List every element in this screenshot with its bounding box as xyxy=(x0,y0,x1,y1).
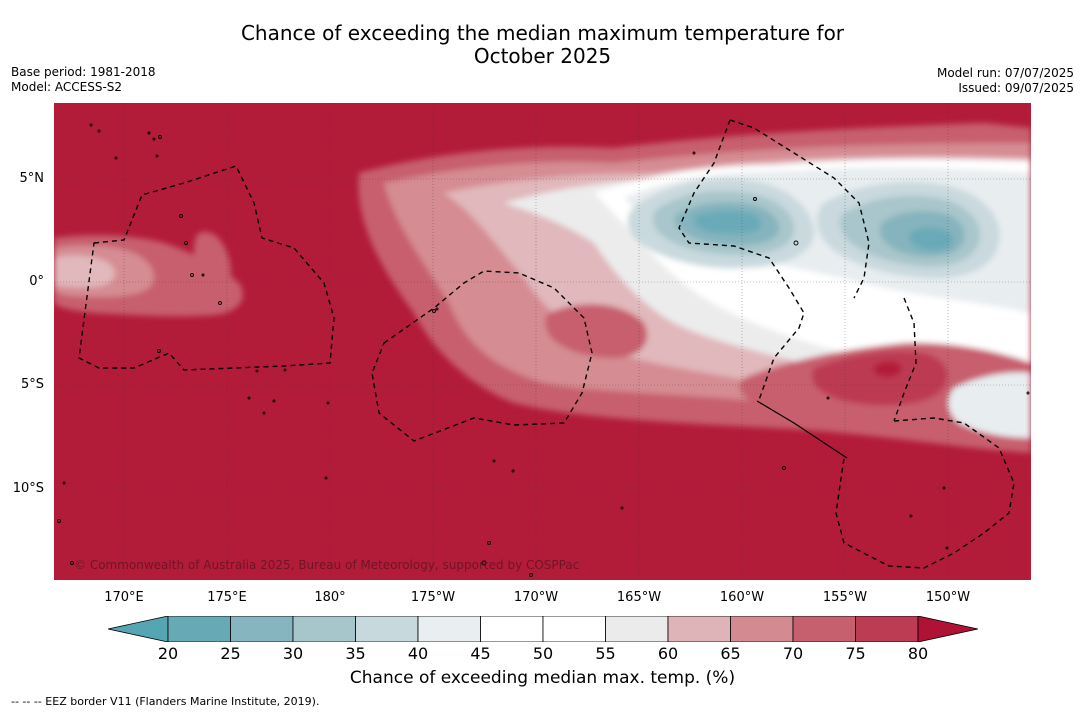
colorbar-high-extension xyxy=(917,616,978,642)
cold-core-west-20 xyxy=(693,210,762,235)
colorbar-tick-label: 35 xyxy=(345,644,366,663)
lon-label-155w: 155°W xyxy=(822,590,868,605)
model-name: Model: ACCESS-S2 xyxy=(11,80,123,94)
eez-boundary-solid xyxy=(756,400,848,459)
meta-left: Base period: 1981-2018 Model: ACCESS-S2 xyxy=(11,65,156,95)
lon-label-170e: 170°E xyxy=(104,590,144,605)
colorbar-cell xyxy=(542,616,606,642)
colorbar-tick-label: 60 xyxy=(657,644,679,663)
lat-label-10s: 10°S xyxy=(12,481,44,496)
cold-core-east-20 xyxy=(909,227,954,252)
colorbar-tick-label: 50 xyxy=(532,644,554,663)
issued-date: Issued: 09/07/2025 xyxy=(958,81,1074,95)
lat-label-5n: 5°N xyxy=(19,171,45,186)
eez-kiribati-gilbert xyxy=(78,165,335,371)
copyright-notice: © Commonwealth of Australia 2025, Bureau… xyxy=(74,558,580,572)
colorbar-cell xyxy=(167,616,231,642)
colorbar-cell xyxy=(417,616,481,642)
eez-south-extension xyxy=(893,297,917,422)
colorbar-tick-label: 80 xyxy=(907,644,929,663)
colorbar-cell xyxy=(480,616,544,642)
probability-map xyxy=(54,103,1031,580)
east-pale-region xyxy=(948,372,1031,438)
colorbar-tick-label: 70 xyxy=(782,644,804,663)
colorbar-cells xyxy=(167,616,919,642)
lon-label-175w: 175°W xyxy=(410,590,456,605)
lon-label-180: 180° xyxy=(314,590,346,605)
colorbar-tick-label: 20 xyxy=(157,644,179,663)
colorbar-cell xyxy=(667,616,731,642)
title-line-2: October 2025 xyxy=(473,44,612,68)
west-patch-60 xyxy=(54,255,116,288)
colorbar-cell xyxy=(355,616,419,642)
eez-line-islands-inner xyxy=(678,119,805,401)
lon-label-170w: 170°W xyxy=(513,590,559,605)
map-title: Chance of exceeding the median maximum t… xyxy=(0,22,1085,68)
colorbar-cell xyxy=(292,616,356,642)
lat-label-0: 0° xyxy=(29,274,44,289)
lon-label-175e: 175°E xyxy=(207,590,247,605)
colorbar-tick-label: 55 xyxy=(595,644,616,663)
eez-borders xyxy=(78,119,1015,569)
eez-french-polynesia xyxy=(835,417,1015,569)
graticule xyxy=(54,103,1031,580)
mid-warm-patch xyxy=(545,304,648,358)
colorbar-tick-label: 65 xyxy=(720,644,741,663)
colorbar-cell xyxy=(605,616,669,642)
colorbar-tick-label: 75 xyxy=(845,644,866,663)
model-run: Model run: 07/07/2025 xyxy=(936,66,1074,80)
colorbar-low-extension xyxy=(108,616,169,642)
colorbar-tick-label: 25 xyxy=(220,644,241,663)
lat-label-5s: 5°S xyxy=(20,377,44,392)
islands xyxy=(57,123,1030,577)
colorbar-cell xyxy=(730,616,794,642)
warm-spot xyxy=(873,361,902,377)
warm-lobe-south-75 xyxy=(811,351,948,406)
title-line-1: Chance of exceeding the median maximum t… xyxy=(240,21,845,45)
colorbar xyxy=(108,616,978,642)
base-period: Base period: 1981-2018 xyxy=(11,65,156,79)
meta-right: Model run: 07/07/2025 Issued: 09/07/2025 xyxy=(937,66,1074,96)
eez-footnote: -- -- -- EEZ border V11 (Flanders Marine… xyxy=(11,695,320,708)
colorbar-tick-label: 30 xyxy=(282,644,304,663)
colorbar-title: Chance of exceeding median max. temp. (%… xyxy=(349,668,736,688)
colorbar-cell xyxy=(230,616,294,642)
colorbar-tick-label: 40 xyxy=(407,644,429,663)
lon-label-165w: 165°W xyxy=(616,590,662,605)
lon-label-150w: 150°W xyxy=(925,590,971,605)
lon-label-160w: 160°W xyxy=(719,590,765,605)
west-arm xyxy=(194,232,231,296)
eez-line-islands xyxy=(729,119,870,299)
eez-tokelau-samoa xyxy=(371,270,593,442)
colorbar-tick-label: 45 xyxy=(470,644,491,663)
colorbar-cell xyxy=(855,616,919,642)
colorbar-cell xyxy=(792,616,856,642)
